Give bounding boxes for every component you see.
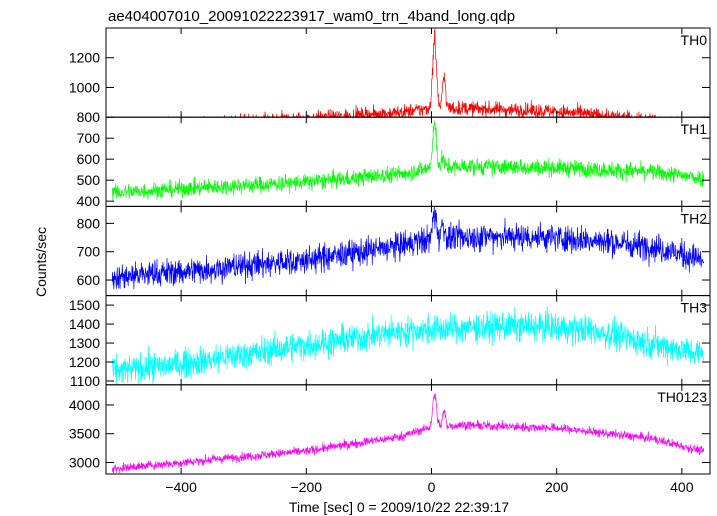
panel-th0123: 3000 3500 4000 TH0123	[69, 384, 711, 475]
y-tick-label: 1100	[70, 373, 100, 389]
x-tick-label: −200	[291, 479, 323, 495]
panel-frame	[105, 116, 711, 207]
series-label-th0123: TH0123	[657, 389, 707, 405]
series-line-th1	[111, 120, 705, 202]
x-tick-label: 0	[428, 479, 436, 495]
y-tick-label: 1500	[69, 297, 100, 313]
series-label-th2: TH2	[681, 210, 708, 226]
x-tick-label: 200	[545, 479, 569, 495]
panel-th0: 800 1000 1200 TH0	[69, 27, 711, 125]
y-tick-label: 700	[77, 244, 101, 260]
panel-frame	[105, 384, 711, 475]
series-label-th1: TH1	[681, 121, 708, 137]
y-tick-label: 1000	[69, 79, 100, 95]
y-tick-label: 500	[77, 172, 101, 188]
y-tick-label: 3000	[69, 454, 100, 470]
y-tick-label: 800	[77, 109, 101, 125]
series-label-th0: TH0	[681, 32, 708, 48]
y-tick-label: 1400	[69, 316, 100, 332]
y-tick-label: 1200	[69, 50, 100, 66]
y-tick-label: 3500	[69, 426, 100, 442]
x-tick-label: −400	[165, 479, 197, 495]
y-tick-label: 1300	[69, 335, 100, 351]
y-tick-label: 700	[77, 130, 101, 146]
chart-title: ae404007010_20091022223917_wam0_trn_4ban…	[108, 8, 515, 25]
y-tick-label: 400	[77, 193, 101, 209]
series-line-th0123	[111, 393, 705, 474]
y-tick-label: 600	[77, 151, 101, 167]
y-tick-label: 4000	[69, 397, 100, 413]
y-tick-label: 1200	[69, 354, 100, 370]
panel-frame	[105, 205, 711, 297]
panel-frame	[105, 27, 711, 118]
y-tick-label: 600	[77, 272, 101, 288]
panel-th2: 600 700 800 TH2	[77, 205, 711, 297]
panels: 800 1000 1200 TH0 400 500 600 700 TH1 600 700 800 TH…	[69, 27, 711, 495]
x-axis-label: Time [sec] 0 = 2009/10/22 22:39:17	[289, 499, 509, 515]
panel-th3: 1100 1200 1300 1400 1500 TH3	[69, 295, 711, 389]
series-line-th0	[155, 28, 678, 118]
x-tick-label: 400	[670, 479, 694, 495]
y-tick-label: 800	[77, 215, 101, 231]
panel-th1: 400 500 600 700 TH1	[77, 116, 711, 209]
series-line-th2	[111, 206, 705, 290]
y-axis-label: Counts/sec	[33, 227, 49, 297]
series-label-th3: TH3	[681, 300, 708, 316]
series-line-th3	[111, 306, 705, 385]
